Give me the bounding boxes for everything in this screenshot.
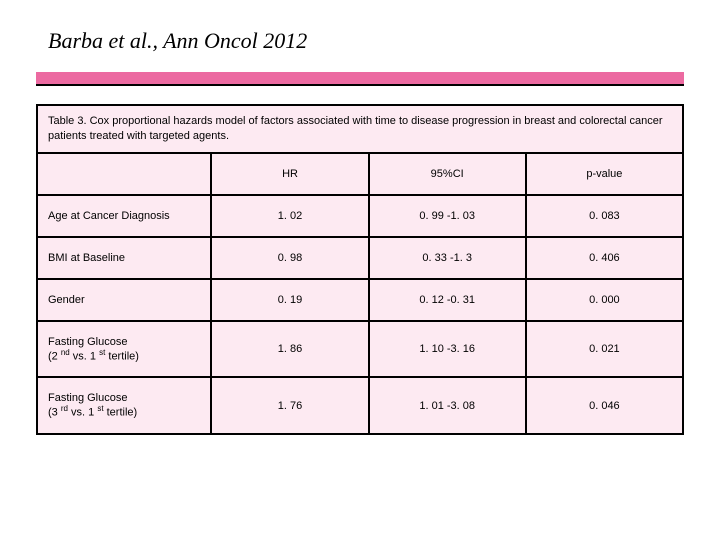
cell-pvalue: 0. 406 [526, 237, 683, 279]
table-row: Gender 0. 19 0. 12 -0. 31 0. 000 [37, 279, 683, 321]
table-row: Fasting Glucose(2 nd vs. 1 st tertile) 1… [37, 321, 683, 378]
row-label: Fasting Glucose(2 nd vs. 1 st tertile) [37, 321, 211, 378]
cell-hr: 1. 86 [211, 321, 368, 378]
cell-pvalue: 0. 046 [526, 377, 683, 434]
title-rule [36, 72, 684, 86]
row-label: Gender [37, 279, 211, 321]
col-pvalue: p-value [526, 153, 683, 195]
table-row: Age at Cancer Diagnosis 1. 02 0. 99 -1. … [37, 195, 683, 237]
table-body: Age at Cancer Diagnosis 1. 02 0. 99 -1. … [37, 195, 683, 434]
cell-hr: 1. 76 [211, 377, 368, 434]
cell-pvalue: 0. 000 [526, 279, 683, 321]
col-blank [37, 153, 211, 195]
cell-ci: 0. 99 -1. 03 [369, 195, 526, 237]
slide-title: Barba et al., Ann Oncol 2012 [48, 28, 684, 54]
cell-ci: 0. 33 -1. 3 [369, 237, 526, 279]
accent-bar [36, 72, 684, 84]
cell-hr: 0. 19 [211, 279, 368, 321]
table-row: Fasting Glucose(3 rd vs. 1 st tertile) 1… [37, 377, 683, 434]
table-caption: Table 3. Cox proportional hazards model … [36, 104, 684, 152]
slide-root: Barba et al., Ann Oncol 2012 Table 3. Co… [0, 0, 720, 540]
row-label: BMI at Baseline [37, 237, 211, 279]
table-header-row: HR 95%CI p-value [37, 153, 683, 195]
cell-pvalue: 0. 083 [526, 195, 683, 237]
cell-hr: 0. 98 [211, 237, 368, 279]
row-label: Age at Cancer Diagnosis [37, 195, 211, 237]
cell-ci: 1. 01 -3. 08 [369, 377, 526, 434]
cell-ci: 1. 10 -3. 16 [369, 321, 526, 378]
table-row: BMI at Baseline 0. 98 0. 33 -1. 3 0. 406 [37, 237, 683, 279]
row-label: Fasting Glucose(3 rd vs. 1 st tertile) [37, 377, 211, 434]
cell-hr: 1. 02 [211, 195, 368, 237]
col-ci: 95%CI [369, 153, 526, 195]
cell-ci: 0. 12 -0. 31 [369, 279, 526, 321]
cell-pvalue: 0. 021 [526, 321, 683, 378]
col-hr: HR [211, 153, 368, 195]
accent-underline [36, 84, 684, 86]
hazards-table: Table 3. Cox proportional hazards model … [36, 104, 684, 435]
